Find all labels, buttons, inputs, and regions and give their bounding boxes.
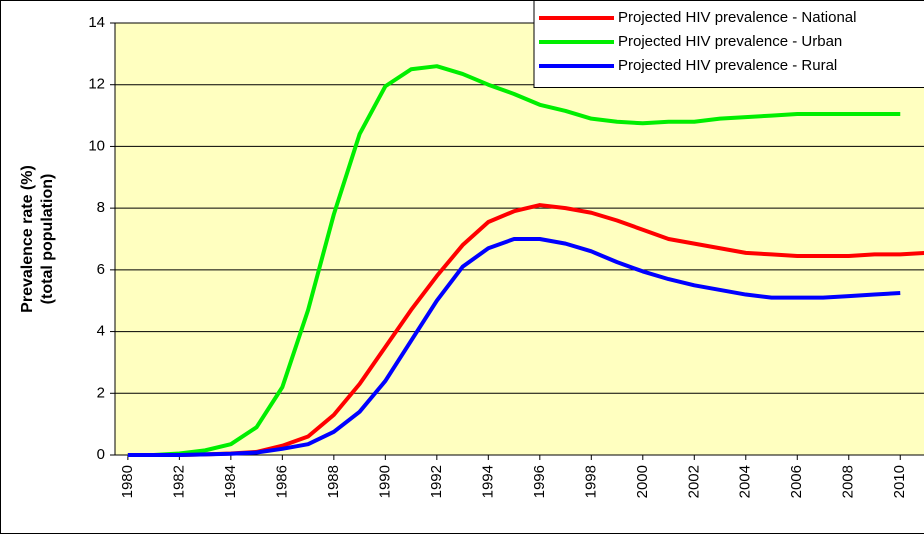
- y-axis-label: (total population): [39, 174, 56, 305]
- y-tick-label: 14: [88, 14, 105, 31]
- y-tick-label: 10: [88, 137, 105, 154]
- series-line: [127, 64, 901, 457]
- x-tick-label: 1982: [170, 465, 187, 498]
- x-tick-label: 2006: [788, 465, 805, 498]
- y-axis-label: Prevalence rate (%): [19, 165, 36, 313]
- x-tick-label: 1988: [325, 465, 342, 498]
- x-tick-label: 1986: [273, 465, 290, 498]
- x-tick-label: 1994: [479, 465, 496, 498]
- x-tick-label: 1980: [119, 465, 136, 498]
- x-tick-label: 2004: [737, 465, 754, 498]
- x-tick-label: 1990: [376, 465, 393, 498]
- y-tick-label: 0: [97, 446, 105, 463]
- x-tick-label: 1992: [428, 465, 445, 498]
- x-tick-label: 2010: [891, 465, 908, 498]
- y-tick-label: 2: [97, 384, 105, 401]
- x-tick-label: 1998: [582, 465, 599, 498]
- x-tick-label: 2008: [840, 465, 857, 498]
- y-tick-label: 12: [88, 76, 105, 93]
- legend-label: Projected HIV prevalence - National: [618, 9, 856, 26]
- y-tick-label: 6: [97, 261, 105, 278]
- x-tick-label: 2000: [634, 465, 651, 498]
- legend-label: Projected HIV prevalence - Rural: [618, 57, 837, 74]
- x-tick-label: 1984: [222, 465, 239, 498]
- x-tick-label: 1996: [531, 465, 548, 498]
- legend-label: Projected HIV prevalence - Urban: [618, 33, 842, 50]
- y-tick-label: 4: [97, 323, 105, 340]
- legend: Projected HIV prevalence - National Proje…: [533, 0, 924, 88]
- series-line: [127, 237, 901, 457]
- y-tick-label: 8: [97, 199, 105, 216]
- x-tick-label: 2002: [685, 465, 702, 498]
